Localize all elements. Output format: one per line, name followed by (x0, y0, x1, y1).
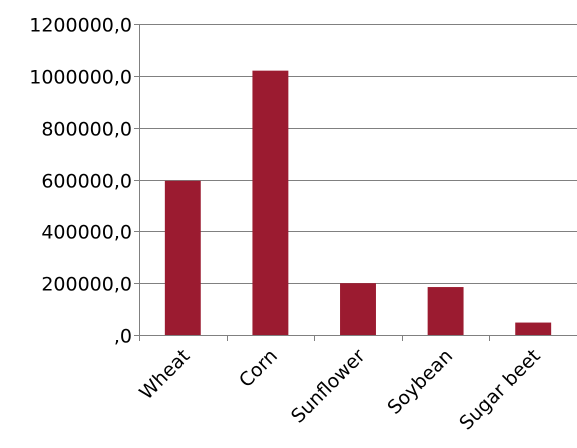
x-tick-label: Soybean (383, 345, 457, 419)
y-tick-label: 600000,0 (41, 171, 132, 193)
y-tick-label: 400000,0 (41, 222, 132, 244)
bar-sunflower (340, 283, 376, 335)
axes (134, 24, 577, 341)
y-tick-label: 800000,0 (41, 119, 132, 141)
y-tick-label: 1000000,0 (29, 67, 132, 89)
x-tick-label: Sunflower (287, 345, 370, 428)
bar-soybean (427, 287, 464, 335)
bar-wheat (164, 180, 201, 335)
y-tick-label: 200000,0 (41, 274, 132, 296)
y-tick-labels: ,0 200000,0 400000,0 600000,0 800000,0 100000… (29, 15, 132, 348)
y-tick-label: ,0 (114, 326, 132, 348)
bars (164, 70, 552, 336)
bar-corn (252, 70, 289, 336)
y-tick-label: 1200000,0 (29, 15, 132, 37)
gridlines (139, 24, 577, 284)
bar-sugar-beet (515, 322, 552, 335)
x-tick-label: Corn (235, 345, 282, 392)
x-tick-label: Wheat (135, 345, 194, 404)
x-tick-label: Sugar beet (455, 345, 544, 434)
